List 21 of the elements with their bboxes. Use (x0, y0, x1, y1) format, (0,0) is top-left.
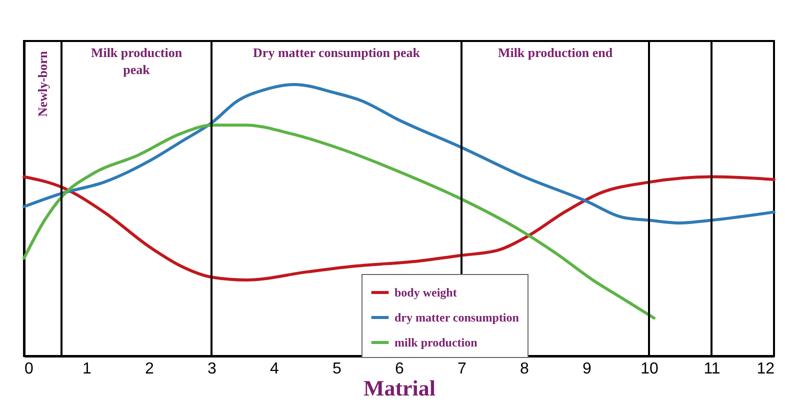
x-tick-label: 0 (24, 360, 34, 378)
x-tick-label: 12 (756, 360, 775, 378)
x-tick-label: 5 (332, 360, 342, 378)
annotation: Newly-born (34, 50, 50, 117)
x-tick-label: 7 (458, 360, 467, 378)
legend-label: dry matter consumption (394, 310, 520, 324)
x-tick-label: 8 (520, 360, 530, 378)
x-tick-label: 6 (395, 360, 404, 378)
x-tick-label: 11 (704, 360, 720, 378)
x-tick-label: 3 (208, 360, 217, 378)
legend-label: body weight (394, 286, 457, 300)
x-tick-label: 9 (582, 360, 592, 378)
x-axis-title: Matrial (363, 376, 436, 400)
x-tick-label: 10 (640, 360, 658, 378)
legend-label: milk production (394, 336, 478, 350)
text: Milk production end (498, 45, 614, 60)
x-tick-label: 4 (270, 360, 280, 378)
x-tick-label: 2 (145, 360, 154, 378)
text: Dry matter consumption peak (253, 45, 421, 60)
text: Milk production peak (90, 45, 183, 77)
x-tick-label: 1 (82, 360, 92, 378)
